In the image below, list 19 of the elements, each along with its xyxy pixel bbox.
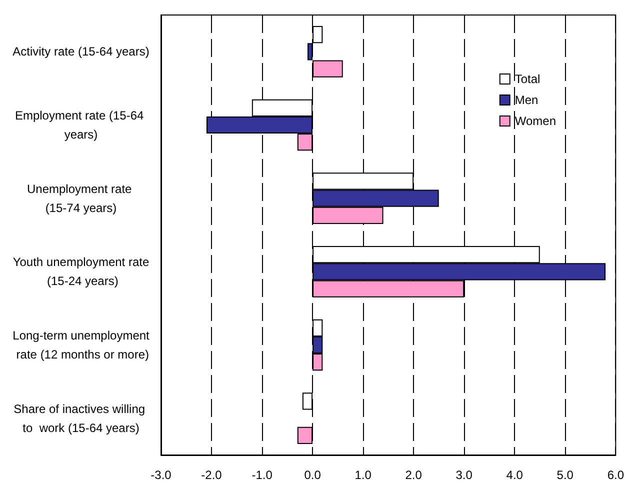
legend-label: Men	[514, 93, 538, 107]
x-tick-label: 6.0	[607, 468, 624, 482]
y-tick-label: Unemployment rate (15-74 years)	[26, 182, 136, 215]
x-tick-label: 4.0	[506, 468, 524, 482]
x-tick-label: 5.0	[556, 468, 574, 482]
x-tick-label: -3.0	[150, 468, 172, 482]
x-tick-label: 3.0	[456, 468, 473, 482]
y-tick-label: Youth unemployment rate (15-24 years)	[12, 255, 150, 288]
legend-label: Total	[514, 72, 540, 86]
y-tick-label: Long-term unemployment rate (12 months or more)	[12, 328, 150, 362]
x-tick-label: 1.0	[354, 468, 372, 482]
y-tick-label: Activity rate (15-64 years)	[12, 44, 150, 59]
x-tick-label: 2.0	[405, 468, 422, 482]
legend-label: Women	[514, 114, 556, 128]
x-tick-label: 0.0	[304, 468, 322, 482]
y-tick-label: Employment rate (15-64 years)	[14, 108, 148, 142]
x-tick-label: -2.0	[201, 468, 222, 482]
y-tick-label: Share of inactives willing to work (15-64 years)	[14, 402, 148, 435]
x-tick-label: -1.0	[252, 468, 273, 482]
